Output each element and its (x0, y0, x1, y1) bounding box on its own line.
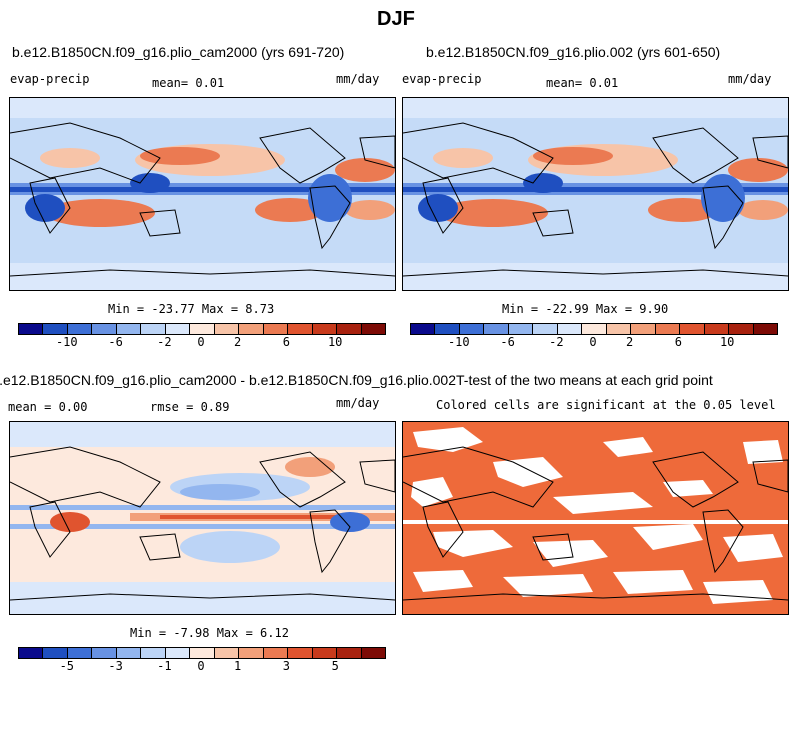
colorbar-panel3 (18, 647, 386, 659)
colorbar-swatch (214, 324, 240, 334)
colorbar-tick-label: -6 (108, 335, 123, 349)
colorbar-swatch (19, 648, 44, 658)
panel3-units-label: mm/day (336, 396, 380, 410)
colorbar-swatch (631, 324, 656, 334)
panel3-title-clip: b.e12.B1850CN.f09_g16.plio_cam2000 - b.e… (0, 370, 456, 390)
colorbar-swatch (190, 324, 215, 334)
colorbar-swatch (508, 324, 534, 334)
colorbar-tick-label: 2 (233, 335, 242, 349)
colorbar-tick-label: 6 (674, 335, 683, 349)
colorbar-swatch (582, 324, 607, 334)
colorbar-swatch (435, 324, 460, 334)
panel3-mean-label: mean = 0.00 (8, 400, 88, 414)
colorbar-tick-label: -10 (55, 335, 78, 349)
colorbar-swatch (116, 648, 142, 658)
panel1-title: b.e12.B1850CN.f09_g16.plio_cam2000 (yrs … (12, 44, 345, 60)
panel3-title: b.e12.B1850CN.f09_g16.plio_cam2000 - b.e… (0, 372, 456, 388)
colorbar-swatch (165, 324, 191, 334)
panel1-variable-label: evap-precip (10, 72, 90, 86)
map-panel4-ttest (402, 421, 789, 615)
panel1-units-label: mm/day (336, 72, 380, 86)
colorbar-swatch (361, 324, 386, 334)
colorbar-tick-label: -6 (500, 335, 515, 349)
colorbar-tick-label: 6 (282, 335, 291, 349)
colorbar-tick-label: 10 (327, 335, 343, 349)
colorbar-tick-label: -1 (157, 659, 172, 673)
panel2-units-label: mm/day (728, 72, 772, 86)
colorbar-swatch (361, 648, 386, 658)
colorbar-swatch (165, 648, 191, 658)
colorbar-swatch (263, 324, 289, 334)
colorbar-swatch (337, 324, 362, 334)
colorbar-swatch (67, 648, 93, 658)
colorbar-tick-label: -5 (59, 659, 75, 673)
colorbar-swatch (411, 324, 436, 334)
colorbar-tick-label: -3 (108, 659, 123, 673)
panel2-title: b.e12.B1850CN.f09_g16.plio.002 (yrs 601-… (426, 44, 721, 60)
colorbar-swatch (533, 324, 558, 334)
colorbar-swatch (67, 324, 93, 334)
colorbar-swatch (704, 324, 730, 334)
colorbar-swatch (557, 324, 583, 334)
panel3-stats: Min = -7.98 Max = 6.12 (130, 626, 289, 640)
colorbar-swatch (214, 648, 240, 658)
colorbar-panel1 (18, 323, 386, 335)
colorbar-swatch (43, 648, 68, 658)
colorbar-swatch (141, 648, 166, 658)
page-title: DJF (377, 8, 415, 30)
colorbar-swatch (263, 648, 289, 658)
colorbar-panel2 (410, 323, 778, 335)
colorbar-swatch (606, 324, 632, 334)
colorbar-swatch (141, 324, 166, 334)
colorbar-swatch (190, 648, 215, 658)
colorbar-swatch (459, 324, 485, 334)
colorbar-tick-label: 0 (197, 659, 205, 673)
colorbar-swatch (312, 648, 338, 658)
colorbar-swatch (680, 324, 705, 334)
colorbar-swatch (753, 324, 778, 334)
panel2-variable-label: evap-precip (402, 72, 482, 86)
panel1-mean-label: mean= 0.01 (152, 76, 225, 90)
colorbar-swatch (288, 324, 313, 334)
colorbar-swatch (288, 648, 313, 658)
colorbar-tick-label: 1 (233, 659, 242, 673)
colorbar-swatch (116, 324, 142, 334)
colorbar-swatch (92, 324, 117, 334)
colorbar-tick-label: -2 (549, 335, 564, 349)
map-panel3-difference (9, 421, 396, 615)
colorbar-tick-label: 2 (625, 335, 634, 349)
colorbar-swatch (92, 648, 117, 658)
colorbar-swatch (312, 324, 338, 334)
colorbar-swatch (484, 324, 509, 334)
colorbar-tick-label: -2 (157, 335, 172, 349)
colorbar-tick-label: -10 (447, 335, 470, 349)
colorbar-swatch (655, 324, 681, 334)
colorbar-swatch (239, 324, 264, 334)
colorbar-swatch (239, 648, 264, 658)
panel2-stats: Min = -22.99 Max = 9.90 (502, 302, 669, 316)
colorbar-tick-label: 10 (719, 335, 735, 349)
colorbar-swatch (19, 324, 44, 334)
panel3-rmse-label: rmse = 0.89 (150, 400, 230, 414)
colorbar-swatch (43, 324, 68, 334)
panel4-title: T-test of the two means at each grid poi… (456, 372, 713, 388)
colorbar-swatch (729, 324, 754, 334)
colorbar-tick-label: 5 (331, 659, 339, 673)
colorbar-tick-label: 0 (197, 335, 205, 349)
colorbar-tick-label: 0 (589, 335, 597, 349)
panel2-mean-label: mean= 0.01 (546, 76, 619, 90)
colorbar-tick-label: 3 (282, 659, 291, 673)
map-panel2-evap-precip (402, 97, 789, 291)
panel1-stats: Min = -23.77 Max = 8.73 (108, 302, 275, 316)
map-panel1-evap-precip (9, 97, 396, 291)
colorbar-swatch (337, 648, 362, 658)
panel4-subtitle: Colored cells are significant at the 0.0… (436, 398, 776, 412)
